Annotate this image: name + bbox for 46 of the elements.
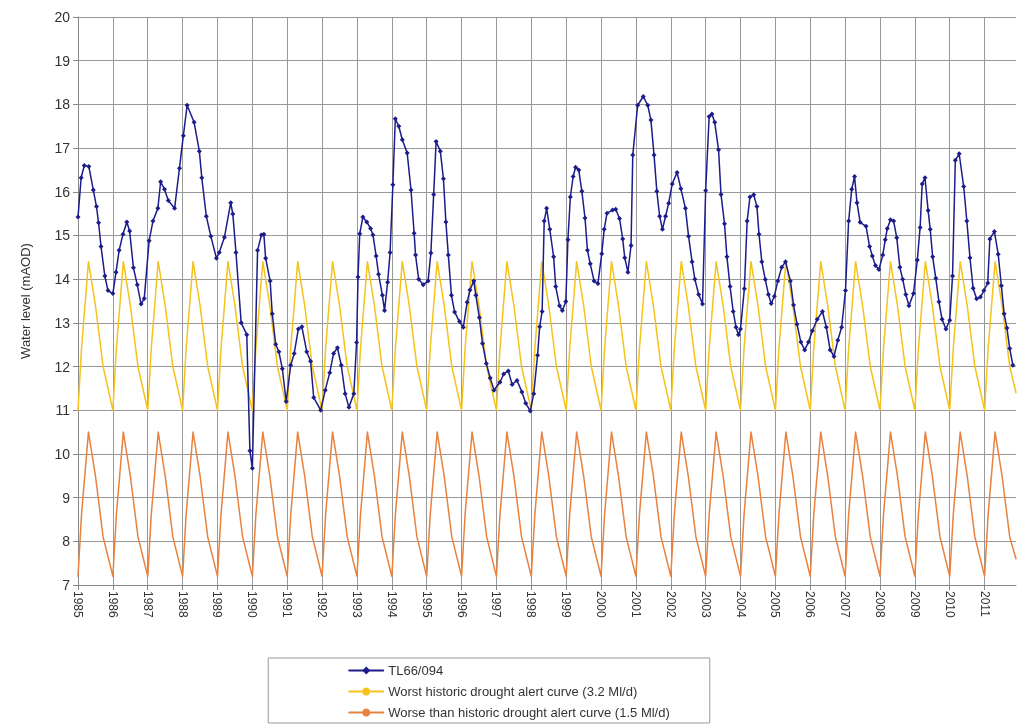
x-tick-label: 1992 bbox=[315, 591, 330, 619]
x-tick-label: 1988 bbox=[175, 591, 190, 619]
y-tick-label: 19 bbox=[54, 52, 71, 69]
x-tick-label: 1991 bbox=[280, 591, 295, 619]
x-tick-label: 1989 bbox=[210, 591, 225, 619]
x-tick-label: 2003 bbox=[698, 591, 713, 619]
x-tick-label: 2005 bbox=[768, 591, 783, 619]
legend-label: TL66/094 bbox=[388, 663, 444, 678]
y-tick-label: 8 bbox=[62, 533, 71, 550]
x-tick-label: 2001 bbox=[628, 591, 643, 619]
x-tick-label: 1986 bbox=[105, 591, 120, 619]
x-tick-label: 1998 bbox=[524, 591, 539, 619]
x-tick-label: 2006 bbox=[803, 591, 818, 619]
y-tick-label: 15 bbox=[54, 227, 71, 244]
y-tick-label: 9 bbox=[62, 489, 71, 506]
y-axis-title: Water level (mAOD) bbox=[18, 243, 33, 359]
y-tick-label: 12 bbox=[54, 358, 71, 375]
x-tick-label: 1985 bbox=[71, 591, 85, 619]
x-tick-label: 1994 bbox=[384, 591, 399, 619]
x-tick-label: 2004 bbox=[733, 591, 748, 619]
x-tick-label: 2002 bbox=[663, 591, 678, 619]
x-tick-label: 2009 bbox=[907, 591, 922, 619]
x-tick-label: 2011 bbox=[977, 591, 992, 618]
x-tick-label: 1997 bbox=[489, 591, 504, 619]
y-tick-label: 14 bbox=[54, 271, 71, 288]
x-tick-label: 1993 bbox=[349, 591, 364, 619]
x-tick-label: 2010 bbox=[942, 591, 957, 619]
y-tick-label: 18 bbox=[54, 96, 71, 113]
x-tick-label: 1990 bbox=[245, 591, 260, 619]
y-tick-label: 17 bbox=[54, 140, 71, 157]
line-series bbox=[77, 431, 1017, 578]
y-tick-label: 10 bbox=[54, 445, 71, 462]
x-tick-label: 2007 bbox=[838, 591, 853, 619]
y-tick-label: 16 bbox=[54, 183, 71, 200]
x-tick-label: 2008 bbox=[873, 591, 888, 619]
x-tick-label: 1996 bbox=[454, 591, 469, 619]
legend-label: Worse than historic drought alert curve (1.5 Ml/d) bbox=[388, 705, 670, 720]
x-tick-label: 1987 bbox=[140, 591, 155, 619]
y-tick-label: 7 bbox=[62, 577, 71, 593]
y-tick-label: 13 bbox=[54, 314, 71, 331]
x-tick-label: 1999 bbox=[559, 591, 574, 619]
y-tick-label: 20 bbox=[54, 9, 71, 25]
x-tick-label: 1995 bbox=[419, 591, 434, 619]
y-tick-label: 11 bbox=[55, 402, 71, 419]
x-tick-label: 2000 bbox=[594, 591, 609, 619]
legend-label: Worst historic drought alert curve (3.2 Ml/d) bbox=[388, 684, 638, 699]
